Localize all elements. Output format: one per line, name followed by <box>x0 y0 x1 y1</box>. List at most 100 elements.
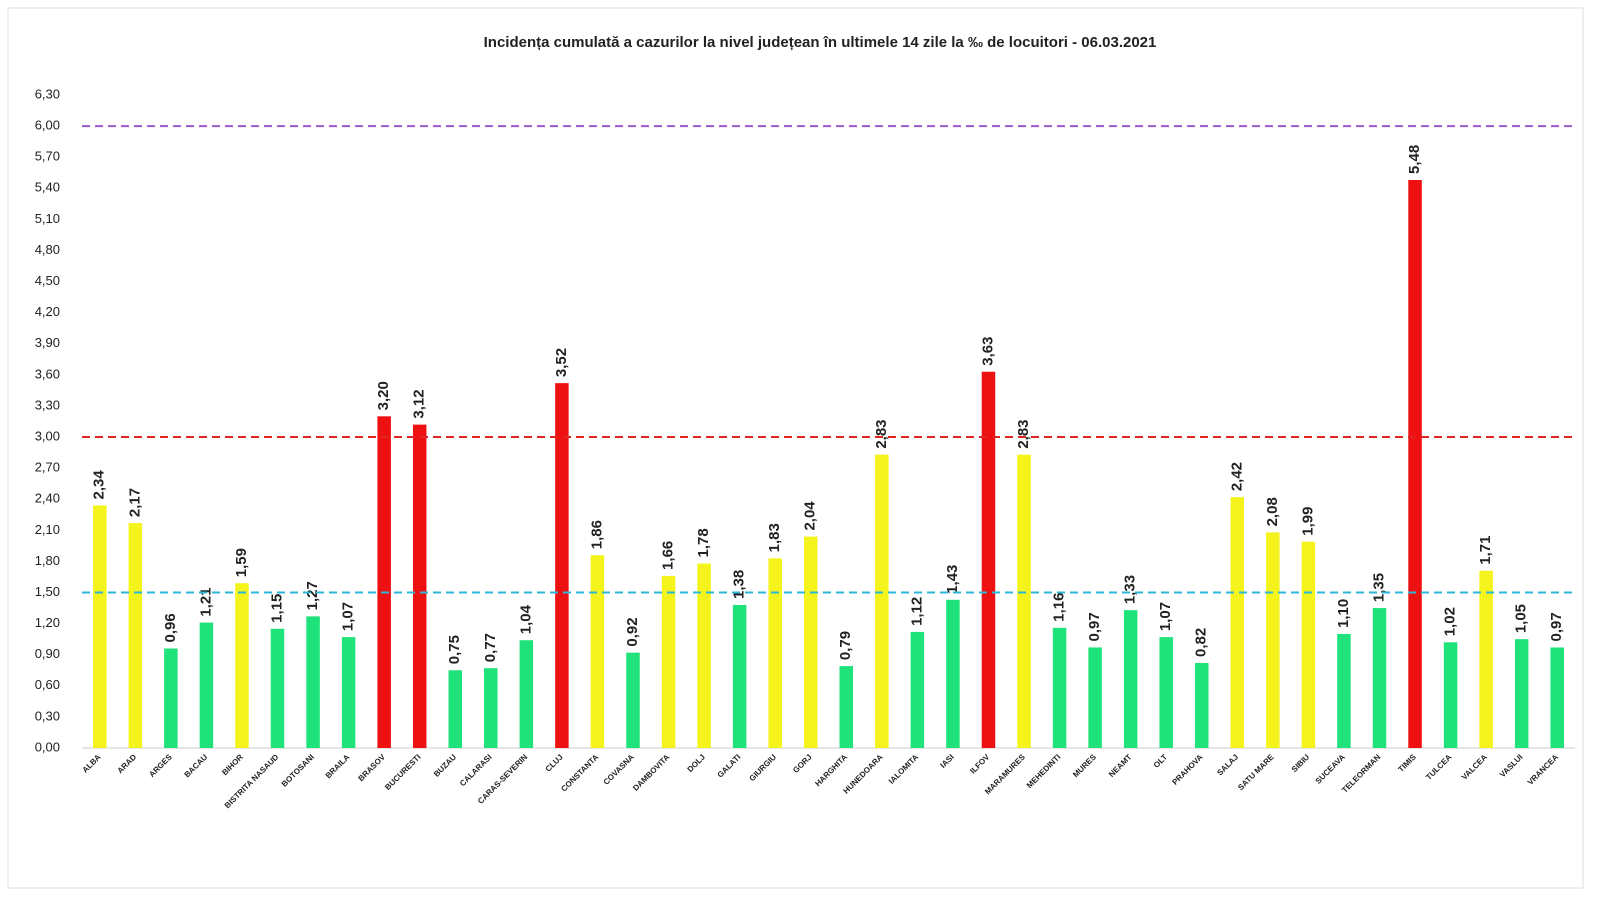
y-tick-label: 3,30 <box>35 397 60 412</box>
y-tick-label: 1,80 <box>35 553 60 568</box>
value-label: 2,04 <box>802 501 819 531</box>
y-tick-label: 2,70 <box>35 460 60 475</box>
value-label: 1,27 <box>304 581 321 610</box>
value-label: 1,99 <box>1299 507 1316 536</box>
y-tick-label: 5,70 <box>35 149 60 164</box>
value-label: 0,77 <box>482 633 499 662</box>
value-label: 1,71 <box>1477 536 1494 565</box>
y-tick-label: 4,50 <box>35 273 60 288</box>
bar <box>128 523 143 748</box>
bar <box>93 505 107 748</box>
value-label: 1,12 <box>908 597 925 626</box>
bar <box>377 416 391 748</box>
value-label: 1,43 <box>944 565 961 594</box>
value-label: 1,07 <box>340 602 357 631</box>
value-label: 3,52 <box>553 348 570 377</box>
bar <box>1266 532 1280 748</box>
value-label: 0,97 <box>1086 612 1103 641</box>
bar <box>768 558 782 748</box>
y-tick-label: 3,90 <box>35 335 60 350</box>
value-label: 2,17 <box>126 488 143 517</box>
y-tick-label: 1,20 <box>35 615 60 630</box>
value-label: 1,10 <box>1335 599 1352 628</box>
bar <box>1052 627 1067 748</box>
y-tick-label: 5,40 <box>35 180 60 195</box>
value-label: 1,59 <box>233 548 250 577</box>
bar <box>412 424 427 748</box>
value-label: 1,02 <box>1442 607 1459 636</box>
y-tick-label: 6,30 <box>35 86 60 101</box>
value-label: 1,15 <box>268 594 285 623</box>
bar <box>946 599 960 748</box>
bar <box>981 371 996 748</box>
y-tick-label: 0,60 <box>35 677 60 692</box>
value-label: 1,04 <box>517 604 534 634</box>
y-tick-label: 5,10 <box>35 211 60 226</box>
bar <box>341 637 356 748</box>
bar <box>732 604 747 748</box>
value-label: 1,33 <box>1122 575 1139 604</box>
value-label: 5,48 <box>1406 145 1423 174</box>
bar <box>306 616 320 748</box>
value-label: 1,07 <box>1157 602 1174 631</box>
bar <box>1123 610 1138 748</box>
value-label: 0,97 <box>1548 612 1565 641</box>
bar <box>1408 179 1422 748</box>
bar <box>448 670 463 748</box>
value-label: 3,12 <box>411 389 428 418</box>
bar <box>484 668 498 748</box>
y-tick-label: 4,80 <box>35 242 60 257</box>
value-label: 2,83 <box>1015 419 1032 448</box>
y-tick-label: 0,00 <box>35 739 60 754</box>
value-label: 2,08 <box>1264 497 1281 526</box>
y-tick-label: 1,50 <box>35 584 60 599</box>
bar <box>199 622 214 748</box>
y-tick-label: 2,10 <box>35 522 60 537</box>
y-tick-label: 0,90 <box>35 646 60 661</box>
bar <box>1443 642 1458 748</box>
y-tick-label: 2,40 <box>35 491 60 506</box>
value-label: 1,16 <box>1051 593 1068 622</box>
y-tick-label: 3,00 <box>35 428 60 443</box>
value-label: 2,42 <box>1228 462 1245 491</box>
value-label: 0,82 <box>1193 628 1210 657</box>
chart-title: Incidența cumulată a cazurilor la nivel … <box>484 34 1157 51</box>
bar <box>1159 637 1173 748</box>
bar <box>697 563 711 748</box>
bar <box>1230 497 1245 748</box>
bar <box>590 555 605 748</box>
value-label: 1,35 <box>1370 573 1387 602</box>
bar <box>1372 608 1387 748</box>
bar <box>875 454 889 748</box>
bar <box>270 628 285 748</box>
value-label: 2,34 <box>91 470 108 500</box>
bar <box>164 648 178 748</box>
bar <box>1301 541 1316 748</box>
value-label: 0,75 <box>446 635 463 664</box>
bar <box>661 575 676 748</box>
bar <box>839 666 854 748</box>
bar <box>626 652 640 748</box>
bar <box>519 640 534 748</box>
y-tick-label: 6,00 <box>35 118 60 133</box>
value-label: 2,83 <box>873 419 890 448</box>
value-label: 0,92 <box>624 617 641 646</box>
value-label: 1,86 <box>588 520 605 549</box>
value-label: 1,78 <box>695 528 712 557</box>
bar <box>803 536 818 748</box>
bar <box>1337 633 1351 748</box>
bar <box>910 631 925 748</box>
y-tick-label: 0,30 <box>35 708 60 723</box>
bar <box>1479 570 1493 748</box>
value-label: 1,38 <box>731 570 748 599</box>
bar <box>1550 647 1564 748</box>
value-label: 0,96 <box>162 613 179 642</box>
value-label: 3,63 <box>979 337 996 366</box>
bar <box>1194 663 1209 748</box>
value-label: 3,20 <box>375 381 392 410</box>
y-tick-label: 4,20 <box>35 304 60 319</box>
value-label: 1,21 <box>197 587 214 616</box>
bar <box>1017 454 1031 748</box>
value-label: 1,05 <box>1513 604 1530 633</box>
